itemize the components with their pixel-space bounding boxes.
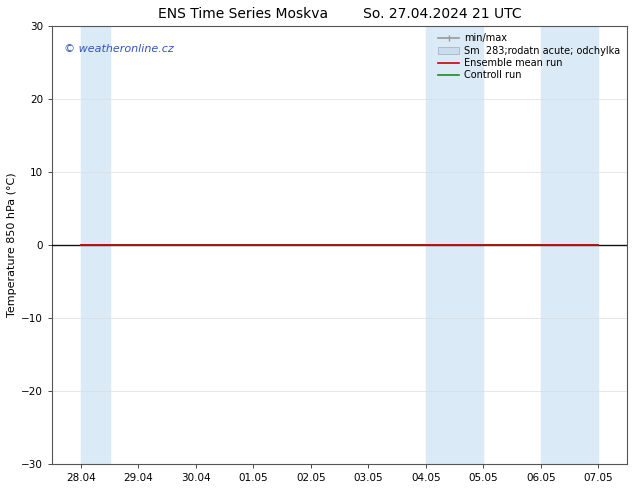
- Y-axis label: Temperature 850 hPa (°C): Temperature 850 hPa (°C): [7, 173, 17, 318]
- Bar: [541, 26, 598, 464]
- Bar: [81, 26, 110, 464]
- Bar: [455, 26, 483, 464]
- Title: ENS Time Series Moskva        So. 27.04.2024 21 UTC: ENS Time Series Moskva So. 27.04.2024 21…: [158, 7, 521, 21]
- Legend: min/max, Sm  283;rodatn acute; odchylka, Ensemble mean run, Controll run: min/max, Sm 283;rodatn acute; odchylka, …: [434, 29, 624, 84]
- Bar: [426, 26, 455, 464]
- Text: © weatheronline.cz: © weatheronline.cz: [63, 44, 173, 54]
